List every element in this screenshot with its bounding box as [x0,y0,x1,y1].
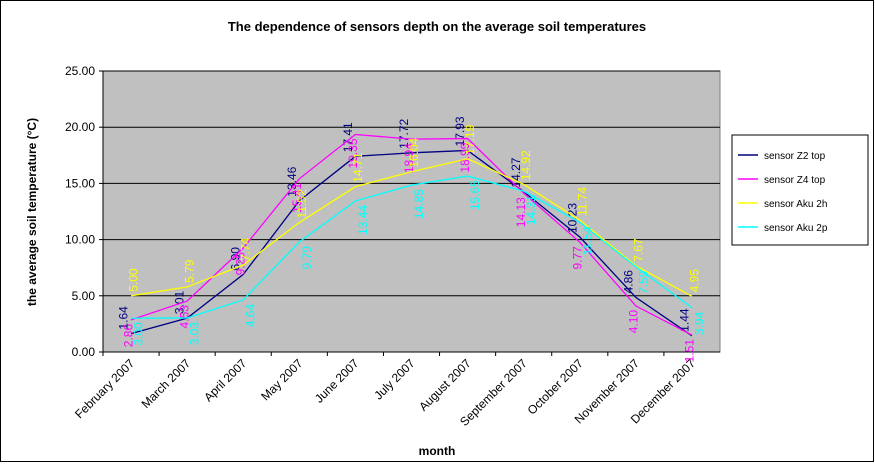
data-label: 17.72 [397,118,411,148]
data-label: 9.25 [234,252,248,276]
data-label: 18.94 [402,143,416,173]
data-label: 14.13 [514,197,528,227]
data-label: 14.92 [519,150,533,180]
data-label: 13.44 [356,205,370,235]
data-label: 2.86 [122,324,136,348]
data-label: 5.79 [183,259,197,283]
y-tick-label: 15.00 [65,176,95,190]
series-line [130,149,693,337]
plot-area [102,70,721,353]
data-label: 14.71 [351,152,365,182]
data-label: 7.59 [636,270,650,294]
data-label: 17.41 [341,122,355,152]
data-label: 4.64 [244,304,258,328]
data-label: 7.67 [631,238,645,262]
data-label: 3.01 [173,290,187,314]
data-label: 3.94 [692,311,706,335]
data-label: 3.00 [132,322,146,346]
data-label: 7.74 [239,237,253,261]
y-tick-label: 10.00 [65,233,95,247]
data-label: 11.74 [575,187,589,216]
legend-label: sensor Z4 top [764,175,826,186]
data-label: 16.04 [407,137,421,167]
data-label: 19.35 [346,138,360,168]
data-label: 9.79 [300,246,314,270]
legend-label: sensor Aku 2h [764,199,827,210]
series-line [130,133,693,336]
chart-title: The dependence of sensors depth on the a… [228,19,646,34]
legend-label: sensor Z2 top [764,151,826,162]
data-label: 15.65 [468,180,482,210]
y-axis-title: the average soil temperature (°C) [25,118,39,306]
data-label: 4.86 [621,270,635,294]
data-label: 1.64 [117,306,131,330]
x-axis-title: month [419,444,456,458]
y-tick-label: 0.00 [72,345,96,359]
data-label: 9.77 [570,246,584,270]
data-label: 5.00 [127,268,141,292]
data-label: 3.03 [188,322,202,346]
data-label: 4.10 [626,310,640,334]
data-label: 11.52 [295,189,309,218]
data-label: 14.31 [524,195,538,225]
data-label: 4.95 [687,269,701,293]
data-label: 13.46 [285,166,299,196]
data-label: 1.44 [677,308,691,332]
data-label: 14.27 [509,157,523,187]
legend-label: sensor Aku 2p [764,223,828,234]
y-tick-label: 20.00 [65,120,95,134]
data-label: 1.51 [682,339,696,363]
data-label: 18.99 [458,142,472,172]
series-line [130,158,693,297]
data-label: 14.85 [412,189,426,219]
y-tick-label: 25.00 [65,64,95,78]
data-label: 4.53 [178,305,192,329]
data-label: 15.41 [290,182,304,212]
y-tick-label: 5.00 [72,289,96,303]
series-line [131,175,693,319]
data-label: 11.54 [580,226,594,255]
data-label: 17.19 [463,124,477,154]
